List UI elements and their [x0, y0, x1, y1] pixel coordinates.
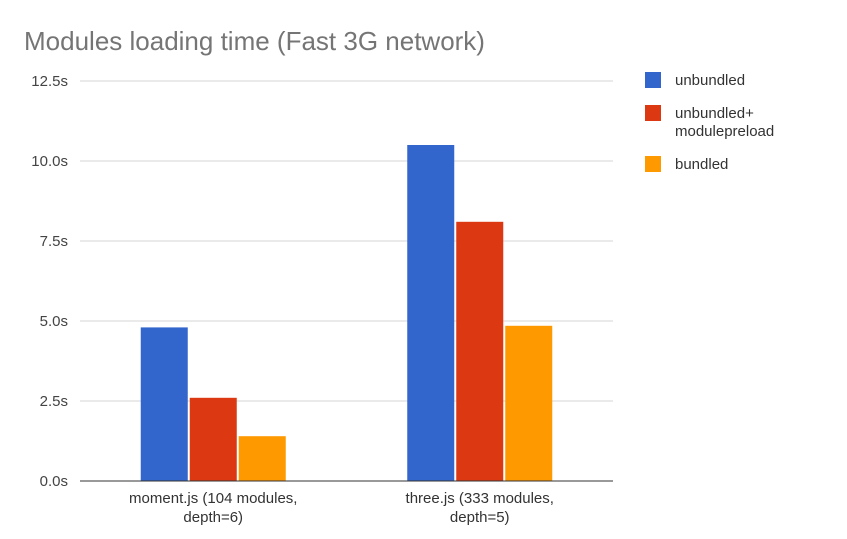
bar-unbundled: [407, 145, 455, 481]
y-tick-label: 10.0s: [31, 153, 68, 170]
x-category-label: three.js (333 modules, depth=5): [406, 490, 554, 526]
y-axis-ticks: 0.0s 2.5s 5.0s 7.5s 10.0s 12.5s: [31, 73, 68, 490]
legend-swatch: [645, 72, 661, 88]
y-tick-label: 2.5s: [40, 393, 68, 410]
legend-swatch: [645, 105, 661, 121]
x-category-label: moment.js (104 modules, depth=6): [129, 490, 297, 526]
y-tick-label: 0.0s: [40, 473, 68, 490]
bar-unbundled-modulepreload: [189, 397, 237, 481]
chart-title: Modules loading time (Fast 3G network): [24, 26, 485, 56]
y-tick-label: 12.5s: [31, 73, 68, 90]
x-axis-categories: moment.js (104 modules, depth=6) three.js …: [129, 490, 554, 526]
legend: unbundled unbundled+ modulepreload bundled: [645, 72, 774, 173]
legend-label: unbundled+ modulepreload: [675, 105, 774, 140]
bar-unbundled-modulepreload: [456, 221, 504, 482]
legend-label: unbundled: [675, 72, 745, 89]
legend-swatch: [645, 156, 661, 172]
bars: [140, 145, 553, 482]
y-tick-label: 7.5s: [40, 233, 68, 250]
bar-unbundled: [140, 327, 188, 481]
bar-bundled: [505, 325, 553, 481]
y-tick-label: 5.0s: [40, 313, 68, 330]
legend-label: bundled: [675, 156, 728, 173]
bar-bundled: [238, 436, 286, 481]
